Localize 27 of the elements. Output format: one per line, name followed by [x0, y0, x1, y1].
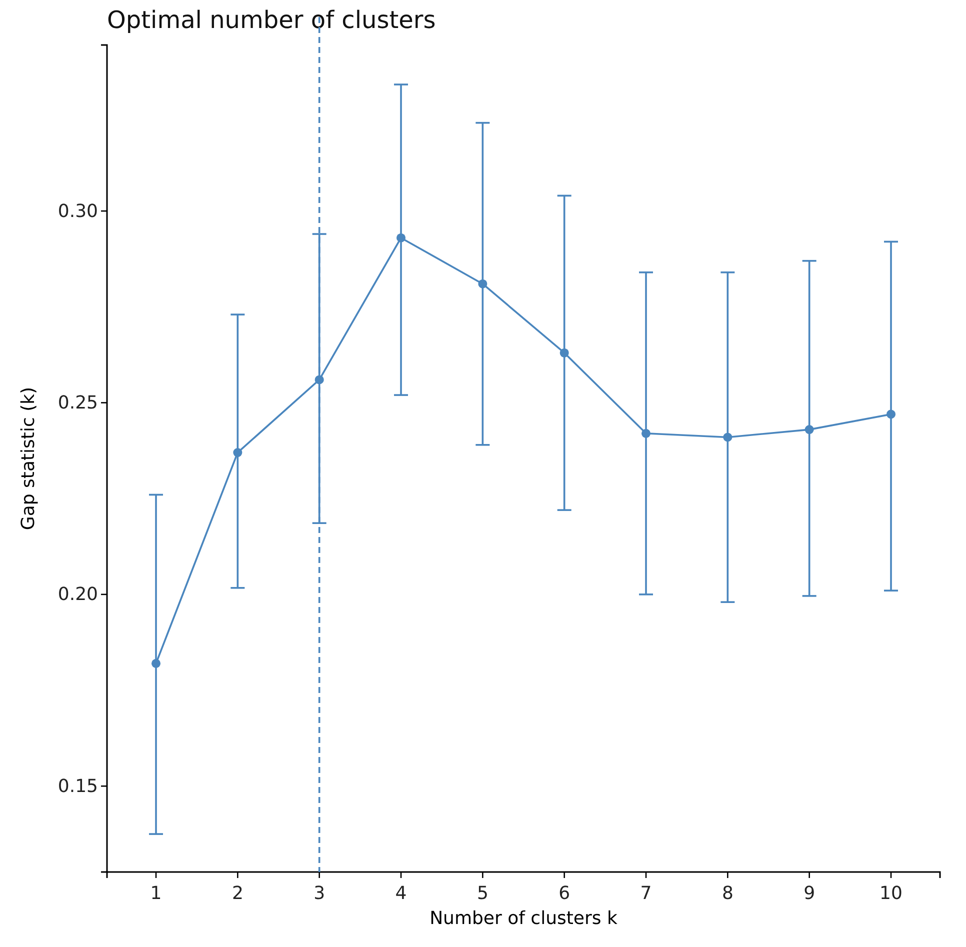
x-tick-label: 8 — [722, 883, 734, 904]
x-tick-label: 3 — [314, 883, 326, 904]
point — [560, 348, 569, 358]
x-tick-label: 6 — [558, 883, 570, 904]
chart-title: Optimal number of clusters — [107, 6, 436, 34]
x-tick-label: 7 — [640, 883, 652, 904]
point — [723, 432, 732, 442]
y-tick-label: 0.20 — [58, 584, 98, 606]
x-tick-label: 5 — [476, 883, 488, 904]
x-tick-label: 1 — [150, 883, 162, 904]
x-tick-label: 10 — [880, 883, 902, 904]
point — [151, 658, 161, 668]
x-tick-label: 9 — [804, 883, 816, 904]
point — [641, 428, 651, 438]
y-tick-label: 0.25 — [58, 392, 98, 414]
point — [804, 425, 814, 434]
point — [233, 448, 242, 458]
point — [478, 279, 488, 288]
x-tick-label: 2 — [232, 883, 244, 904]
x-axis-title: Number of clusters k — [430, 908, 618, 929]
point — [396, 233, 406, 242]
y-tick-label: 0.30 — [58, 200, 98, 222]
x-tick-label: 4 — [395, 883, 407, 904]
y-tick-label: 0.15 — [58, 776, 98, 797]
y-axis-title: Gap statistic (k) — [18, 386, 39, 530]
point — [314, 375, 324, 384]
point — [886, 410, 896, 419]
